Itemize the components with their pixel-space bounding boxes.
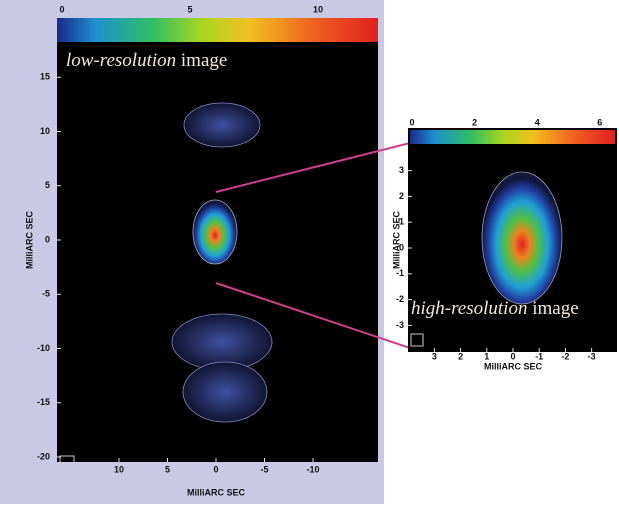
title-rest: image [181,50,227,71]
x-tick-label: -3 [588,351,596,361]
x-tick-label: 5 [165,464,170,474]
title-italic: low-resolution [66,50,176,71]
y-tick-label: -2 [396,294,404,304]
right-colorbar [410,130,615,144]
contour-region [183,102,261,148]
y-tick-label: -5 [42,289,50,299]
y-tick-label: 1 [399,217,404,227]
beam-box [59,455,75,471]
zoom-line [215,282,411,349]
x-axis-label: MilliARC SEC [484,361,543,371]
x-tick-label: 10 [114,464,124,474]
colorbar-tick-label: 0 [409,117,414,127]
x-tick-label: 2 [458,351,463,361]
contour-region [182,361,268,423]
y-axis-label: MilliARC SEC [391,211,401,270]
x-tick-label: -2 [561,351,569,361]
beam-box [410,333,424,347]
y-tick-label: -1 [396,268,404,278]
y-tick-label: 15 [40,72,50,82]
y-tick-label: -3 [396,320,404,330]
zoom-line [215,142,411,193]
colorbar-tick-label: 5 [187,4,192,14]
colorbar-tick-label: 2 [472,117,477,127]
x-tick-label: 3 [432,351,437,361]
left-colorbar [57,18,378,42]
y-tick-label: 3 [399,165,404,175]
x-axis-label: MilliARC SEC [187,487,246,497]
y-tick-label: 0 [45,234,50,244]
y-tick-label: 5 [45,180,50,190]
x-tick-label: -10 [306,464,319,474]
y-axis-label: MilliARC SEC [24,211,34,270]
y-tick-label: -10 [37,343,50,353]
x-tick-label: -1 [535,351,543,361]
right-title: high-resolution image [411,298,579,319]
left-title: low-resolution image [66,50,227,71]
title-rest: image [532,298,578,319]
y-tick-label: 0 [399,242,404,252]
x-tick-label: 0 [510,351,515,361]
contour-core [192,199,238,265]
contour-core [481,171,563,305]
colorbar-tick-label: 0 [59,4,64,14]
contour-region [171,313,273,371]
y-tick-label: 10 [40,126,50,136]
x-tick-label: 0 [213,464,218,474]
colorbar-tick-label: 10 [313,4,323,14]
x-tick-label: -5 [260,464,268,474]
colorbar-tick-label: 4 [535,117,540,127]
colorbar-tick-label: 6 [597,117,602,127]
y-tick-label: 2 [399,191,404,201]
x-tick-label: 1 [484,351,489,361]
y-tick-label: -15 [37,397,50,407]
title-italic: high-resolution [411,298,527,319]
y-tick-label: -20 [37,451,50,461]
